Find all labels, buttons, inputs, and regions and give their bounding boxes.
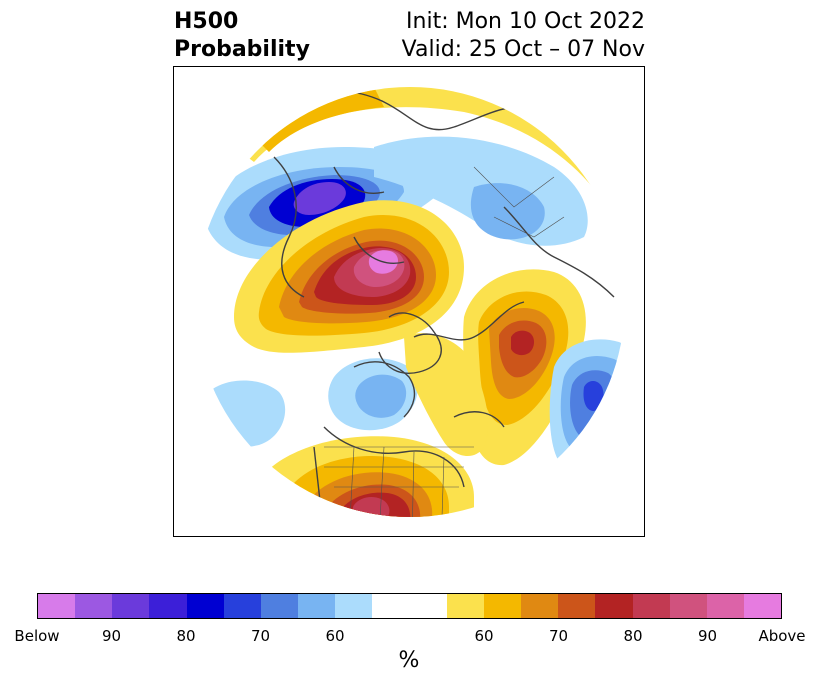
valid-range: Valid: 25 Oct – 07 Nov — [401, 37, 645, 62]
colorbar-tick-label: 70 — [250, 627, 271, 645]
coastlines — [273, 87, 615, 517]
borders — [324, 146, 615, 517]
colorbar-tick-label: Above — [758, 627, 806, 645]
colorbar-segment — [743, 594, 782, 618]
title-right: Init: Mon 10 Oct 2022 Valid: 25 Oct – 07… — [402, 8, 645, 64]
below-90-nw — [293, 182, 346, 215]
colorbar-tick-label: 80 — [176, 627, 196, 645]
title-field: H500 — [174, 9, 239, 34]
colorbar-segment — [409, 594, 447, 618]
colorbar-segment — [595, 594, 633, 618]
above-60-lower-center — [404, 333, 489, 457]
colorbar-segment — [372, 594, 410, 618]
colorbar-segment — [149, 594, 187, 618]
colorbar-segment — [446, 594, 484, 618]
colorbar-tick-label: 90 — [101, 627, 122, 645]
colorbar-segment — [223, 594, 261, 618]
colorbar-tick-label: 70 — [548, 627, 569, 645]
colorbar-segment — [558, 594, 596, 618]
colorbar-segment — [298, 594, 336, 618]
title-product: Probability — [174, 37, 310, 62]
colorbar-segment — [75, 594, 113, 618]
colorbar-segment — [38, 594, 76, 618]
colorbar-tick-label: Below — [14, 627, 60, 645]
colorbar-segment — [186, 594, 224, 618]
below-60-sw — [204, 456, 254, 489]
below-60-pacific — [201, 380, 286, 447]
colorbar-segment — [260, 594, 299, 618]
above-70-top-left — [254, 87, 384, 152]
below-80-east — [583, 381, 604, 411]
colorbar-segment — [706, 594, 744, 618]
below-70-canada — [355, 374, 407, 418]
colorbar-segment — [521, 594, 559, 618]
colorbar-segment — [335, 594, 373, 618]
colorbar-tick-label: 60 — [325, 627, 345, 645]
map-panel — [173, 66, 645, 537]
probability-map — [195, 87, 625, 517]
colorbar-segment — [112, 594, 150, 618]
colorbar-segment — [669, 594, 707, 618]
colorbar-segment — [483, 594, 522, 618]
colorbar-tick-label: 60 — [474, 627, 494, 645]
title-left: H500 Probability — [174, 8, 310, 64]
colorbar-tick-label: 90 — [697, 627, 718, 645]
colorbar-segment — [632, 594, 670, 618]
map-disc — [195, 87, 625, 517]
colorbar-units: % — [398, 648, 420, 673]
colorbar — [37, 593, 782, 619]
colorbar-tick-label: 80 — [623, 627, 643, 645]
init-date: Init: Mon 10 Oct 2022 — [406, 9, 645, 34]
above-80-atlantic — [511, 330, 535, 356]
